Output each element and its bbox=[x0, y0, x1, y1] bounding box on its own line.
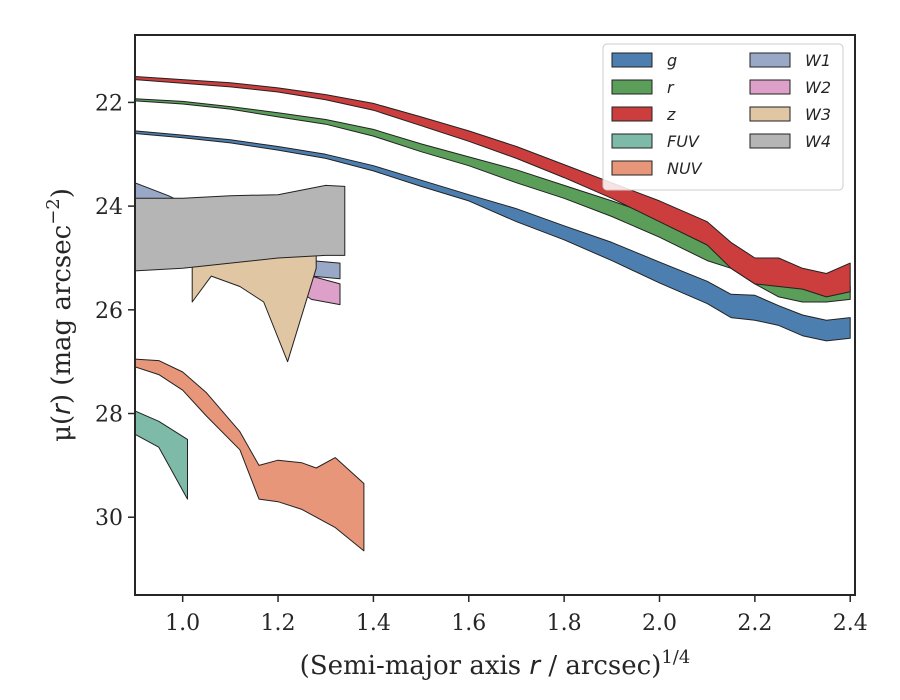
y-axis-title-main: μ( bbox=[47, 415, 77, 442]
y-tick-label: 24 bbox=[95, 195, 123, 220]
y-axis-ticks: 22 24 26 28 30 bbox=[95, 91, 135, 531]
x-tick-label: 1.0 bbox=[165, 611, 200, 636]
series-layer bbox=[135, 76, 851, 552]
legend-swatch-nuv bbox=[611, 160, 653, 176]
legend-swatch-z bbox=[611, 106, 653, 122]
x-axis-title-main: (Semi-major axis bbox=[300, 651, 530, 681]
y-tick-label: 22 bbox=[95, 91, 123, 116]
y-axis-title-close: ) bbox=[47, 188, 77, 198]
legend-label-w2: W2 bbox=[805, 78, 831, 97]
x-axis-title-tail: / arcsec) bbox=[540, 651, 661, 681]
legend-label-w4: W4 bbox=[805, 132, 831, 151]
x-tick-label: 1.8 bbox=[547, 611, 582, 636]
band-fuv bbox=[135, 410, 188, 500]
x-tick-label: 1.6 bbox=[451, 611, 486, 636]
legend-swatch-g bbox=[611, 52, 653, 68]
legend-label-fuv: FUV bbox=[667, 132, 700, 151]
legend-label-g: g bbox=[667, 51, 677, 70]
legend-swatch-w2 bbox=[749, 79, 791, 95]
y-tick-label: 28 bbox=[95, 403, 123, 428]
legend-label-z: z bbox=[666, 105, 676, 124]
x-axis-ticks: 1.0 1.2 1.4 1.6 1.8 2.0 2.2 2.4 bbox=[165, 595, 868, 636]
x-axis-title-exponent: 1/4 bbox=[661, 647, 690, 668]
y-tick-label: 26 bbox=[95, 299, 123, 324]
band-w4 bbox=[135, 184, 346, 272]
legend-label-w3: W3 bbox=[805, 105, 831, 124]
y-axis-title: μ(r) (mag arcsec−2) bbox=[43, 188, 77, 442]
legend-swatch-w4 bbox=[749, 133, 791, 149]
band-g bbox=[135, 130, 851, 342]
y-tick-label: 30 bbox=[95, 506, 123, 531]
x-axis-title-variable: r bbox=[529, 651, 542, 681]
legend-label-nuv: NUV bbox=[667, 159, 703, 178]
legend-label-w1: W1 bbox=[805, 51, 831, 70]
legend: grz FUV NUV W1 W2 W3 W4 bbox=[602, 43, 844, 191]
legend-swatch-r bbox=[611, 79, 653, 95]
legend-swatch-fuv bbox=[611, 133, 653, 149]
x-tick-label: 1.4 bbox=[356, 611, 391, 636]
x-tick-label: 2.0 bbox=[642, 611, 677, 636]
legend-label-r: r bbox=[667, 78, 675, 97]
x-tick-label: 1.2 bbox=[261, 611, 296, 636]
plot-frame bbox=[134, 34, 856, 596]
legend-swatch-w1 bbox=[749, 52, 791, 68]
y-axis-title-variable: r bbox=[47, 402, 77, 415]
legend-swatch-w3 bbox=[749, 106, 791, 122]
x-tick-label: 2.4 bbox=[833, 611, 868, 636]
legend-items: grz FUV NUV W1 W2 W3 W4 bbox=[611, 51, 831, 178]
x-axis-title: (Semi-major axis r / arcsec)1/4 bbox=[300, 647, 691, 681]
y-axis-title-tail: ) (mag arcsec bbox=[47, 225, 77, 404]
y-axis-title-exponent: −2 bbox=[43, 198, 64, 225]
x-tick-label: 2.2 bbox=[737, 611, 772, 636]
band-nuv bbox=[135, 358, 365, 552]
band-z bbox=[135, 76, 851, 298]
